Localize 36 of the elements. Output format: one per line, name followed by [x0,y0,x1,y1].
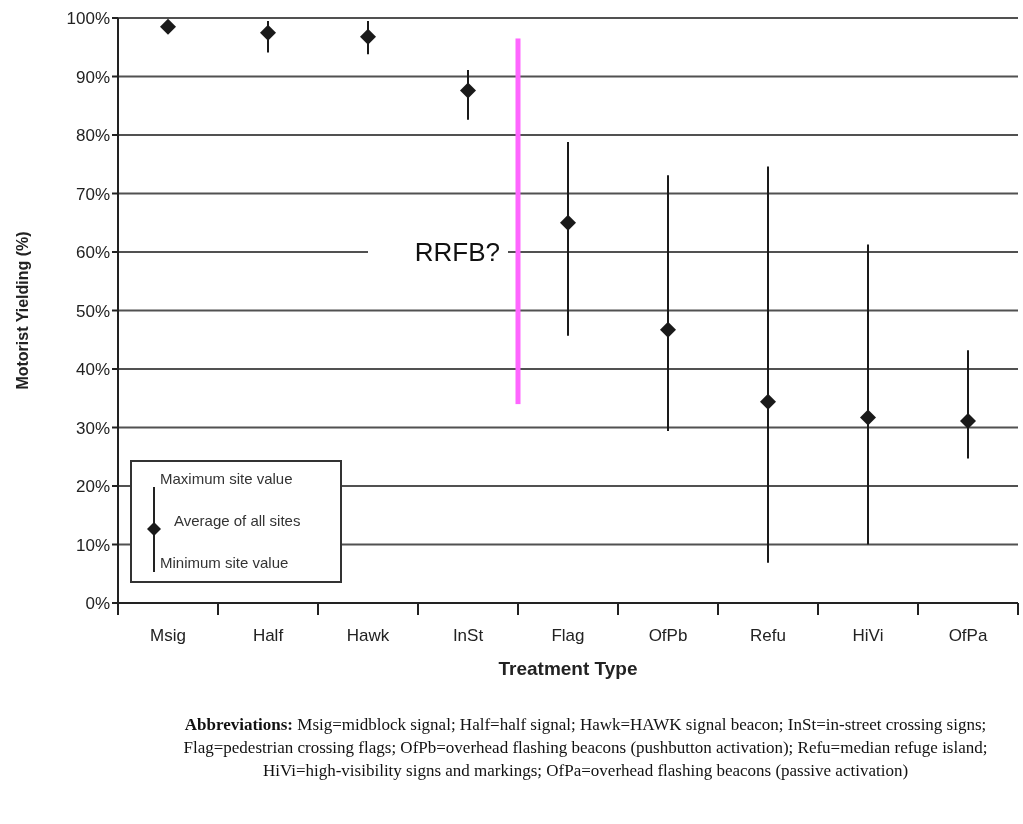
annotation: Maximum site value [160,470,293,487]
y-tick-label: 60% [75,243,110,263]
point [860,409,876,426]
y-tick-label: 70% [75,184,110,204]
annotation: RRFB? [414,237,500,267]
point [460,82,476,99]
x-tick-label: HiVi [852,626,884,645]
x-tick-label: InSt [452,626,484,645]
y-tick-label: 30% [75,418,110,438]
x-tick-label: Refu [750,626,786,645]
x-axis-title: Treatment Type [498,658,638,679]
y-tick-label: 40% [75,360,110,380]
point [960,413,976,430]
point [760,393,776,410]
y-tick-label: 100% [66,9,110,29]
x-tick-label: Flag [551,626,585,645]
point [560,214,576,231]
x-tick-label: OfPa [948,626,988,645]
annotation: Minimum site value [160,554,289,571]
y-axis-title: Motorist Yielding (%) [13,231,31,390]
y-tick-label: 0% [85,594,110,614]
point [360,28,376,45]
legend-label: Average of all sites [174,512,301,529]
y-tick-label: 90% [75,67,110,87]
y-tick-label: 20% [75,477,110,497]
x-tick-label: Hawk [346,626,390,645]
y-tick-label: 50% [75,301,110,321]
y-tick-label: 80% [75,126,110,146]
text: Abbreviations: Msig=midblock signal; Half=half signal; Hawk=HAWK signal beacon; InSt=in-street crossing signs; Flag=pedestrian crossing flags; OfPb=overhead flashing beacons (pushbutton activation); Refu=median refuge island; HiVi=high-visibility signs and markings; OfPa=overhead flashing beacons (passive activation) [182,714,989,782]
x-tick-label: OfPb [648,626,688,645]
x-tick-label: Msig [150,626,186,645]
point [260,24,276,41]
point [660,321,676,338]
point [160,18,176,35]
y-tick-label: 10% [75,535,110,555]
x-tick-label: Half [252,626,284,645]
